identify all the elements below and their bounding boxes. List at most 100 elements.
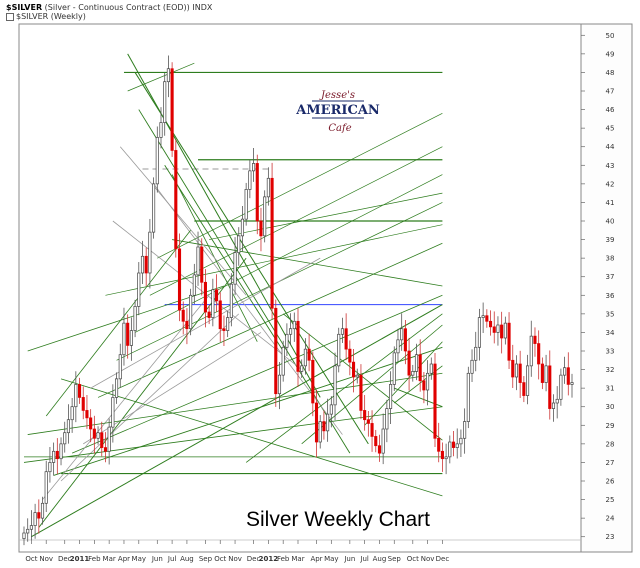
candle bbox=[559, 374, 563, 400]
trend-line bbox=[42, 295, 210, 500]
candle bbox=[52, 450, 56, 463]
candle bbox=[526, 365, 530, 396]
candle bbox=[385, 408, 389, 430]
candle bbox=[307, 348, 311, 361]
candle bbox=[144, 255, 148, 274]
candle bbox=[437, 437, 441, 452]
candle bbox=[422, 380, 426, 391]
chart-exchange: INDX bbox=[192, 3, 213, 12]
trend-line bbox=[127, 62, 195, 92]
x-tick-label: Apr bbox=[310, 555, 322, 563]
candle bbox=[137, 272, 141, 307]
candle bbox=[444, 456, 448, 460]
candle bbox=[103, 447, 108, 452]
x-tick-label: Aug bbox=[373, 555, 387, 563]
logo-line-3: Cafe bbox=[328, 123, 351, 134]
x-tick-label: May bbox=[132, 555, 146, 563]
x-tick-label: 2012 bbox=[259, 555, 279, 563]
candle bbox=[29, 525, 33, 530]
x-tick-label: Apr bbox=[118, 555, 130, 563]
y-tick-label: 27 bbox=[606, 459, 615, 467]
x-tick-label: Feb bbox=[277, 555, 290, 563]
y-tick-label: 39 bbox=[606, 236, 615, 244]
x-tick-label: Sep bbox=[388, 555, 402, 563]
candle bbox=[107, 426, 111, 452]
candle bbox=[181, 309, 185, 322]
candle bbox=[166, 68, 170, 83]
candle bbox=[537, 343, 541, 365]
candle bbox=[359, 374, 363, 411]
candle bbox=[392, 352, 396, 385]
trend-line bbox=[245, 313, 443, 463]
horizontal-levels bbox=[24, 71, 443, 475]
candle bbox=[277, 374, 282, 395]
candle bbox=[74, 384, 78, 408]
candle bbox=[481, 315, 485, 318]
candle bbox=[89, 417, 93, 430]
x-tick-label: Dec bbox=[58, 555, 72, 563]
chart-description: (Silver - Continuous Contract (EOD)) bbox=[44, 3, 190, 12]
candle bbox=[314, 402, 319, 443]
y-tick-label: 42 bbox=[606, 180, 615, 188]
candle bbox=[192, 274, 196, 296]
y-tick-label: 36 bbox=[606, 292, 615, 300]
candle bbox=[329, 404, 333, 415]
candle bbox=[129, 330, 133, 346]
candle bbox=[63, 432, 67, 445]
candle bbox=[170, 68, 174, 151]
candle bbox=[429, 363, 433, 374]
trend-line bbox=[105, 224, 443, 296]
candle bbox=[400, 328, 404, 341]
x-tick-label: Dec bbox=[247, 555, 261, 563]
candle bbox=[522, 382, 526, 396]
candle bbox=[189, 294, 193, 330]
y-tick-label: 28 bbox=[606, 440, 615, 448]
y-tick-label: 29 bbox=[606, 422, 615, 430]
x-tick-label: Nov bbox=[228, 555, 242, 563]
trend-line bbox=[60, 378, 443, 497]
y-tick-label: 48 bbox=[606, 69, 615, 77]
y-tick-label: 43 bbox=[606, 162, 615, 170]
candle bbox=[507, 322, 511, 361]
y-tick-label: 24 bbox=[606, 515, 615, 523]
candle bbox=[551, 402, 556, 409]
candle bbox=[255, 163, 259, 222]
candle bbox=[237, 235, 241, 253]
x-tick-label: Jun bbox=[151, 555, 163, 563]
candle bbox=[174, 150, 178, 250]
trend-line bbox=[209, 192, 443, 240]
candle bbox=[311, 359, 315, 404]
candle bbox=[81, 397, 85, 411]
candle bbox=[511, 359, 515, 378]
candle bbox=[285, 333, 289, 348]
y-axis-ticks: 23 24 25 26 27 28 29 30 31 32 33 34 35 36 37 38 39 40 41 42… bbox=[581, 32, 615, 541]
trend-line bbox=[164, 165, 284, 352]
y-tick-label: 32 bbox=[606, 366, 615, 374]
candle bbox=[159, 122, 163, 138]
x-tick-label: Feb bbox=[88, 555, 101, 563]
candle bbox=[92, 428, 96, 439]
candle bbox=[348, 348, 352, 363]
x-tick-label: Dec bbox=[436, 555, 450, 563]
candle bbox=[222, 328, 226, 331]
candle bbox=[177, 248, 182, 311]
y-tick-label: 49 bbox=[606, 50, 615, 58]
x-tick-label: May bbox=[324, 555, 338, 563]
candle bbox=[355, 374, 359, 378]
trend-line bbox=[97, 242, 443, 398]
candle bbox=[111, 397, 115, 428]
candle bbox=[533, 335, 537, 344]
candle bbox=[485, 315, 489, 322]
candle bbox=[100, 432, 104, 448]
candle bbox=[48, 462, 52, 473]
trend-line bbox=[282, 313, 443, 441]
y-tick-label: 31 bbox=[606, 385, 615, 393]
candle bbox=[337, 333, 341, 367]
x-tick-label: Jul bbox=[167, 555, 177, 563]
trend-line bbox=[60, 313, 240, 482]
candle bbox=[44, 471, 48, 504]
candle bbox=[211, 289, 215, 318]
